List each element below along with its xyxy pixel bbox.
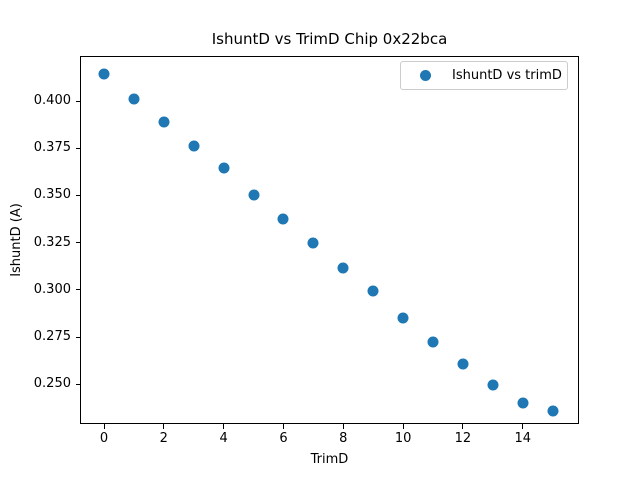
scatter-point (427, 336, 439, 348)
y-tick-label: 0.400 (33, 93, 71, 108)
y-tick-label: 0.300 (33, 281, 71, 297)
y-tick-label: 0.250 (33, 376, 71, 392)
y-tick-label: 0.325 (33, 234, 71, 250)
y-tick-mark (75, 194, 81, 196)
scatter-point (487, 379, 499, 391)
x-tick-mark (462, 424, 464, 429)
scatter-point (248, 189, 260, 201)
scatter-point (277, 213, 289, 225)
x-tick-mark (522, 424, 524, 429)
y-tick-label: 0.350 (33, 187, 71, 203)
x-tick-mark (402, 424, 404, 429)
scatter-point (397, 312, 409, 324)
x-tick-label: 2 (159, 431, 168, 446)
scatter-point (457, 358, 469, 370)
x-tick-mark (163, 424, 165, 429)
x-tick-label: 4 (219, 431, 228, 446)
chart-title: IshuntD vs TrimD Chip 0x22bca (211, 30, 448, 48)
scatter-point (158, 116, 170, 128)
scatter-point (307, 237, 319, 249)
scatter-point (188, 140, 200, 152)
legend: IshuntD vs trimD (400, 61, 568, 90)
scatter-point (128, 93, 140, 105)
scatter-point (218, 162, 230, 174)
y-tick-mark (75, 383, 81, 385)
y-tick-mark (75, 100, 81, 102)
x-tick-label: 14 (514, 431, 531, 446)
scatter-point (367, 285, 379, 297)
scatter-point (98, 68, 110, 80)
x-tick-label: 10 (394, 431, 412, 446)
scatter-point (337, 262, 349, 274)
plot-area (80, 56, 579, 424)
y-tick-label: 0.375 (33, 140, 71, 156)
x-tick-mark (282, 424, 284, 429)
y-tick-label: 0.275 (33, 329, 71, 345)
y-tick-mark (75, 289, 81, 291)
y-tick-mark (75, 147, 81, 149)
x-tick-label: 12 (454, 431, 472, 446)
x-tick-mark (103, 424, 105, 429)
x-tick-mark (223, 424, 225, 429)
x-tick-label: 8 (339, 431, 348, 446)
x-axis-label: TrimD (310, 452, 349, 467)
scatter-point (547, 405, 559, 417)
scatter-point (517, 397, 529, 409)
legend-marker-icon (420, 70, 431, 81)
x-tick-label: 0 (99, 431, 109, 446)
legend-label: IshuntD vs trimD (452, 67, 562, 83)
y-tick-mark (75, 336, 81, 338)
x-tick-mark (342, 424, 344, 429)
y-tick-mark (75, 242, 81, 244)
x-tick-label: 6 (279, 431, 288, 446)
